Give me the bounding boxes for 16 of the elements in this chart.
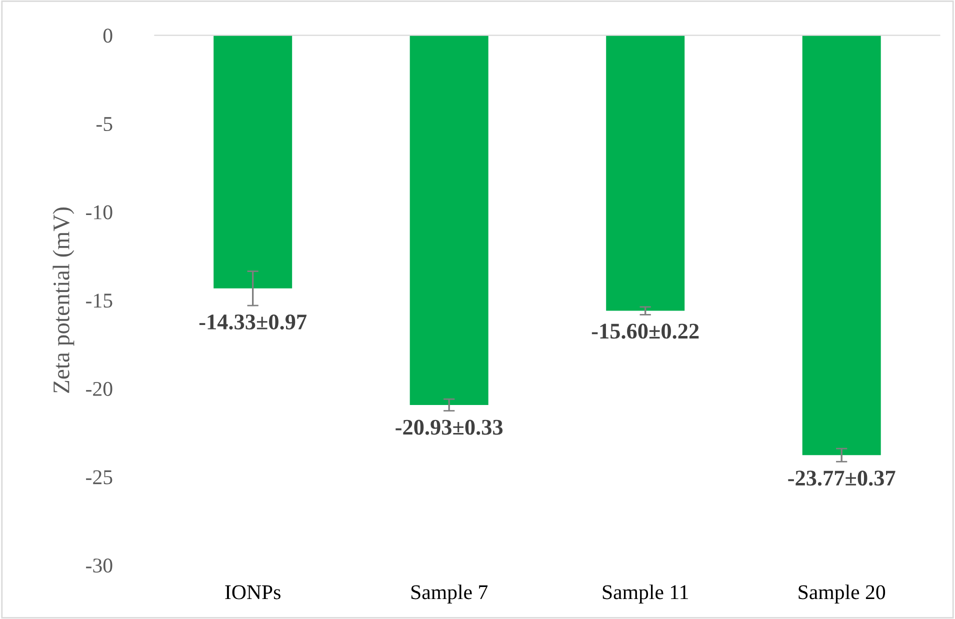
data-label: -20.93±0.33 [396, 420, 503, 435]
x-tick-label: Sample 7 [411, 584, 488, 604]
y-tick-label: -20 [86, 382, 112, 396]
y-tick-label: -15 [86, 294, 112, 308]
x-tick-label: Sample 11 [602, 584, 688, 604]
y-tick-label: -25 [86, 470, 112, 484]
data-label: -15.60±0.22 [592, 324, 699, 339]
data-label: -23.77±0.37 [788, 470, 896, 486]
x-tick-label: IONPs [225, 585, 280, 600]
x-tick-label: Sample 20 [798, 584, 886, 604]
y-axis-title: Zeta potential (mV) [52, 208, 74, 393]
data-label: -14.33±0.97 [199, 314, 307, 330]
y-tick-label: -30 [86, 558, 112, 573]
y-tick-label: 0 [103, 28, 112, 43]
y-tick-label: -5 [96, 117, 112, 132]
y-tick-label: -10 [86, 205, 112, 220]
